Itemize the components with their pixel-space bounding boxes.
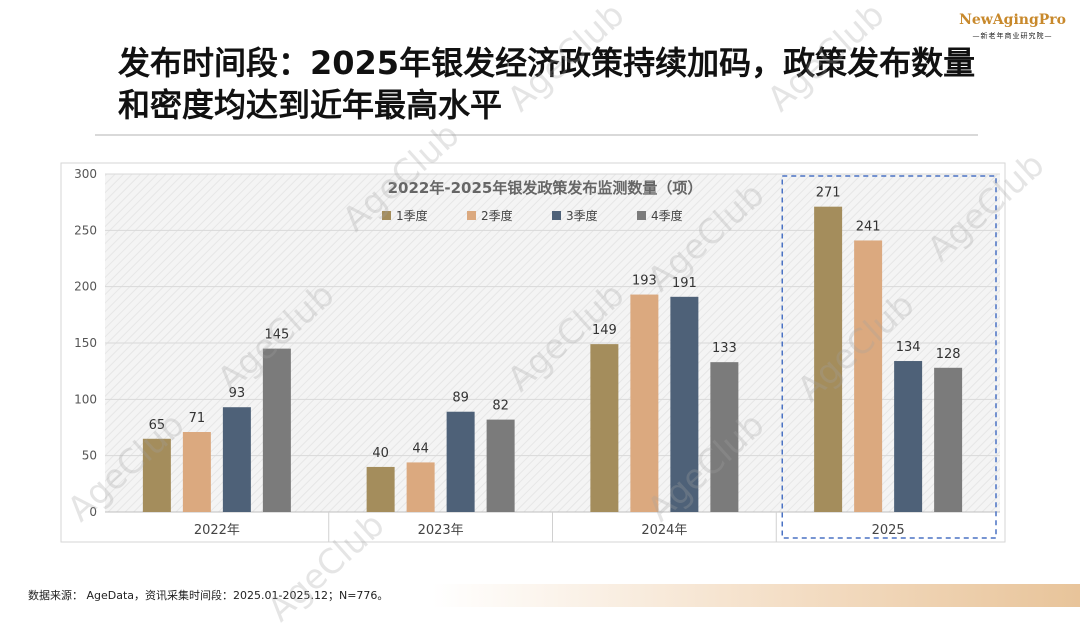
- bar: [486, 419, 515, 512]
- legend-swatch: [382, 211, 391, 220]
- data-label: 93: [229, 386, 246, 401]
- chart-frame: [60, 162, 1006, 543]
- y-tick-label: 150: [74, 336, 97, 350]
- x-tick-label: 2023年: [418, 523, 464, 538]
- legend-swatch: [637, 211, 646, 220]
- title-divider: [95, 134, 978, 136]
- bar: [446, 411, 475, 512]
- legend-label: 3季度: [566, 208, 598, 223]
- x-tick-label: 2024年: [641, 523, 687, 538]
- data-label: 65: [149, 418, 166, 433]
- data-label: 71: [189, 411, 206, 426]
- chart-title: 2022年-2025年银发政策发布监测数量（项）: [388, 179, 703, 197]
- x-tick-label: 2022年: [194, 523, 240, 538]
- bar: [854, 240, 883, 512]
- bar: [142, 438, 171, 512]
- logo-sub: —新老年商业研究院—: [972, 32, 1053, 40]
- logo-main: NewAgingPro: [959, 12, 1066, 28]
- bar: [590, 344, 619, 512]
- data-label: 40: [372, 446, 389, 461]
- data-label: 128: [936, 347, 961, 362]
- bar: [222, 407, 251, 512]
- legend-swatch: [467, 211, 476, 220]
- bar: [814, 206, 843, 512]
- data-label: 89: [452, 391, 469, 406]
- bar: [630, 294, 659, 512]
- data-label: 44: [412, 441, 429, 456]
- y-tick-label: 0: [89, 505, 97, 519]
- brand-logo: NewAgingPro —新老年商业研究院—: [959, 12, 1066, 41]
- y-tick-label: 300: [74, 167, 97, 181]
- legend-label: 1季度: [396, 208, 428, 223]
- y-tick-label: 250: [74, 223, 97, 237]
- bar: [366, 466, 395, 512]
- y-tick-label: 200: [74, 280, 97, 294]
- x-tick-label: 2025: [872, 523, 905, 538]
- data-source: 数据来源： AgeData，资讯采集时间段：2025.01-2025.12；N=…: [28, 589, 389, 602]
- bar: [670, 296, 699, 512]
- data-label: 82: [492, 399, 509, 414]
- bar: [262, 348, 291, 512]
- data-label: 133: [712, 341, 737, 356]
- legend-label: 2季度: [481, 208, 513, 223]
- legend-label: 4季度: [651, 208, 683, 223]
- footer-bar: [0, 584, 1080, 607]
- bar: [406, 462, 435, 512]
- bar-chart: 0 50 100 150 200 250 300 65 71 93 145 2022年 40 44 89 82…: [60, 162, 1006, 543]
- data-label: 191: [672, 276, 697, 291]
- data-label: 193: [632, 274, 657, 289]
- data-label: 271: [816, 186, 841, 201]
- data-label: 241: [856, 219, 881, 234]
- data-label: 145: [264, 328, 289, 343]
- y-tick-label: 50: [82, 449, 97, 463]
- data-label: 134: [896, 340, 921, 355]
- page-title: 发布时间段：2025年银发经济政策持续加码，政策发布数量和密度均达到近年最高水平: [118, 44, 976, 124]
- bar: [710, 362, 739, 512]
- bar: [182, 432, 211, 512]
- legend-swatch: [552, 211, 561, 220]
- y-tick-label: 100: [74, 392, 97, 406]
- bar: [894, 361, 923, 512]
- data-label: 149: [592, 323, 617, 338]
- bar: [934, 367, 963, 512]
